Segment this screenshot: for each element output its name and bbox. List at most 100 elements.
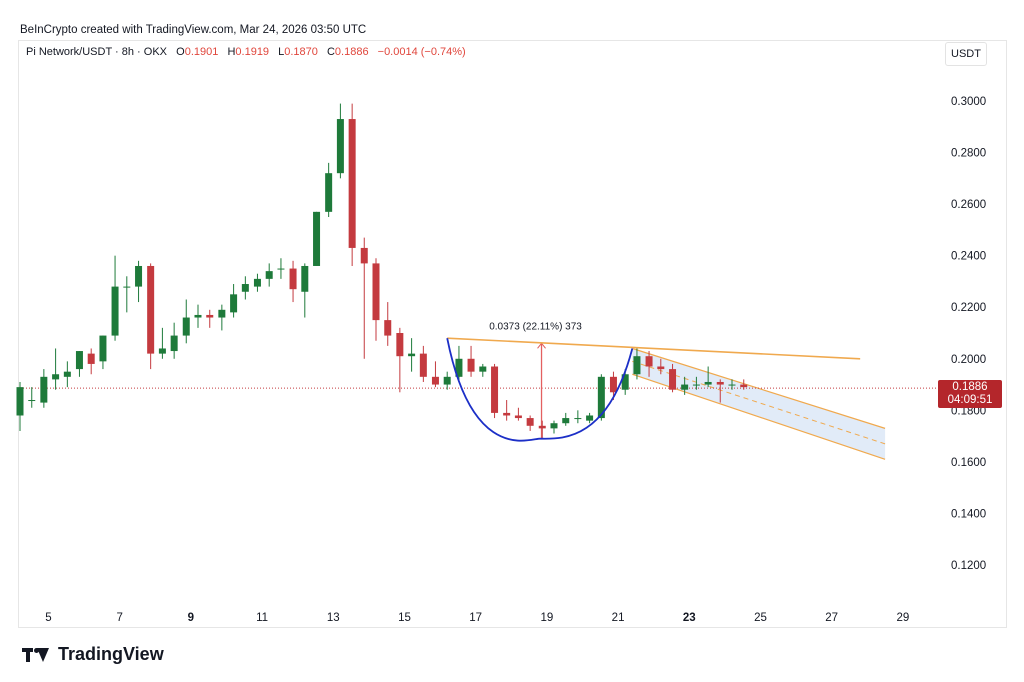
candle-up [182, 317, 190, 336]
candle-down [396, 333, 404, 357]
candle-down [289, 268, 297, 290]
x-tick-label: 15 [398, 612, 411, 624]
candle-up [692, 384, 700, 386]
candle-up [408, 353, 416, 357]
descending-channel [632, 348, 886, 460]
chart-credit: BeInCrypto created with TradingView.com,… [20, 24, 367, 36]
bar-countdown: 04:09:51 [947, 394, 993, 406]
symbol-label[interactable]: Pi Network/USDT · 8h · OKX [26, 46, 167, 58]
x-tick-label: 13 [327, 612, 340, 624]
candle-up [336, 119, 344, 174]
candle-up [597, 376, 605, 419]
candle-up [16, 387, 24, 416]
candle-up [218, 309, 226, 318]
candle-down [384, 320, 392, 336]
low-label: L [278, 46, 285, 58]
open-label: O [176, 46, 185, 58]
close-value: 0.1886 [334, 46, 369, 58]
candle-up [28, 400, 36, 402]
chart-frame [18, 40, 1007, 628]
x-tick-label: 29 [896, 612, 909, 624]
x-tick-label: 23 [683, 612, 696, 624]
tradingview-logo-icon [22, 645, 50, 665]
candle-down [467, 358, 475, 372]
candle-down [740, 384, 748, 388]
currency-unit-button[interactable]: USDT [945, 42, 987, 66]
candle-up [40, 376, 48, 403]
candle-up [621, 374, 629, 390]
low-value: 0.1870 [284, 46, 318, 58]
high-value: 0.1919 [235, 46, 270, 58]
candle-up [704, 381, 712, 385]
candle-up [158, 348, 166, 354]
candle-up [123, 286, 131, 288]
candle-up [455, 358, 463, 377]
candle-up [681, 384, 689, 390]
y-tick-label: 0.2800 [951, 148, 986, 160]
ohlc-legend: Pi Network/USDT · 8h · OKX O0.1901 H0.19… [26, 46, 472, 58]
last-price-tag: 0.1886 04:09:51 [938, 380, 1002, 408]
candle-up [265, 271, 273, 279]
candle-down [431, 376, 439, 385]
change-value: −0.0014 (−0.74%) [377, 46, 466, 58]
x-tick-label: 27 [825, 612, 838, 624]
candle-down [206, 314, 214, 318]
candle-down [360, 247, 368, 264]
high-label: H [227, 46, 236, 58]
cup-pattern-curve [446, 337, 634, 442]
x-tick-label: 25 [754, 612, 767, 624]
y-tick-label: 0.2600 [951, 199, 986, 211]
candle-down [503, 412, 511, 416]
y-tick-label: 0.2000 [951, 354, 986, 366]
candle-up [63, 371, 71, 377]
y-tick-label: 0.1400 [951, 508, 986, 520]
measure-label: 0.0373 (22.11%) 373 [489, 321, 582, 332]
candle-down [538, 425, 546, 429]
x-tick-label: 21 [612, 612, 625, 624]
candle-down [491, 366, 499, 413]
candle-up [135, 265, 143, 287]
candle-down [526, 418, 534, 426]
candle-up [170, 335, 178, 352]
last-price-value: 0.1886 [952, 381, 988, 393]
candle-up [586, 415, 594, 421]
candle-up [728, 384, 736, 386]
brand-name: TradingView [58, 644, 164, 664]
y-tick-label: 0.2200 [951, 302, 986, 314]
candle-up [301, 265, 309, 292]
x-tick-label: 9 [188, 612, 194, 624]
x-tick-label: 17 [469, 612, 482, 624]
x-tick-label: 11 [256, 612, 268, 624]
x-tick-label: 19 [540, 612, 553, 624]
x-tick-label: 7 [116, 612, 122, 624]
candle-down [372, 263, 380, 321]
y-tick-label: 0.2400 [951, 251, 986, 263]
candle-down [87, 353, 95, 364]
candle-up [99, 335, 107, 362]
candle-up [52, 374, 60, 380]
open-value: 0.1901 [184, 46, 219, 58]
candle-up [550, 423, 558, 429]
candle-up [313, 211, 321, 266]
candle-up [574, 418, 582, 420]
y-tick-label: 0.1200 [951, 560, 986, 572]
close-label: C [326, 46, 335, 58]
x-tick-label: 5 [45, 612, 51, 624]
candle-down [147, 265, 155, 354]
candle-down [609, 376, 617, 393]
candle-up [75, 351, 83, 370]
candle-down [419, 353, 427, 377]
candle-down [645, 356, 653, 367]
candle-up [230, 294, 238, 313]
y-tick-label: 0.1600 [951, 457, 986, 469]
candle-down [348, 119, 356, 248]
candle-up [111, 286, 119, 336]
candle-down [657, 366, 665, 370]
candle-up [479, 366, 487, 372]
y-tick-label: 0.3000 [951, 96, 986, 108]
candle-up [633, 356, 641, 375]
candle-down [514, 415, 522, 419]
candle-up [562, 418, 570, 424]
tradingview-brand[interactable]: TradingView [22, 644, 164, 665]
